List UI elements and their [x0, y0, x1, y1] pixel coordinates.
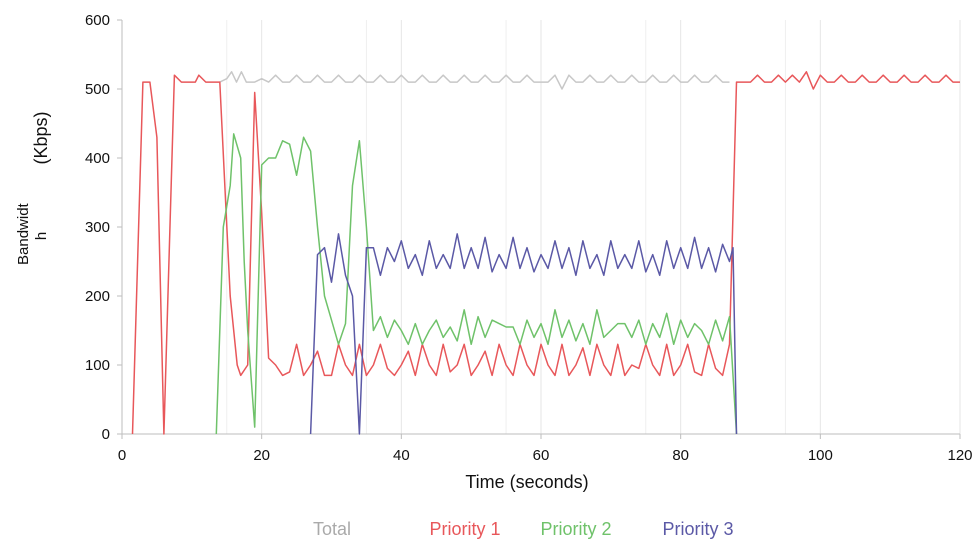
- x-tick-label: 120: [947, 447, 972, 464]
- series-layer: [131, 71, 960, 435]
- x-tick-label: 40: [393, 447, 410, 464]
- y-tick-label: 600: [85, 12, 110, 29]
- x-axis-title: Time (seconds): [465, 472, 588, 492]
- y-axis-title: Bandwidt h (Kbps): [15, 111, 51, 265]
- x-tick-label: 100: [808, 447, 833, 464]
- x-tick-label: 20: [253, 447, 270, 464]
- grid-layer: [226, 20, 961, 434]
- legend: Total Priority 1 Priority 2 Priority 3: [313, 519, 734, 539]
- ticks-layer: 0 100 200 300 400 500 600 0 20 40 60 80 100 120: [85, 12, 973, 464]
- y-tick-label: 400: [85, 150, 110, 167]
- series-line-priority-3: [309, 233, 738, 435]
- legend-item-total: Total: [313, 519, 351, 539]
- series-line-priority-1: [131, 71, 960, 435]
- x-tick-label: 80: [672, 447, 689, 464]
- legend-item-priority-2: Priority 2: [540, 519, 611, 539]
- legend-item-priority-3: Priority 3: [662, 519, 733, 539]
- x-tick-label: 60: [533, 447, 550, 464]
- y-tick-label: 100: [85, 357, 110, 374]
- y-tick-label: 300: [85, 219, 110, 236]
- y-tick-label: 0: [102, 426, 110, 443]
- x-tick-label: 0: [118, 447, 126, 464]
- legend-item-priority-1: Priority 1: [429, 519, 500, 539]
- y-axis-title-line-2: h: [33, 232, 50, 240]
- y-tick-label: 500: [85, 81, 110, 98]
- series-line-priority-2: [215, 133, 738, 435]
- y-axis-title-unit: (Kbps): [31, 111, 51, 164]
- y-axis-title-line-1: Bandwidt: [15, 202, 32, 265]
- series-line-total: [219, 71, 730, 90]
- y-tick-label: 200: [85, 288, 110, 305]
